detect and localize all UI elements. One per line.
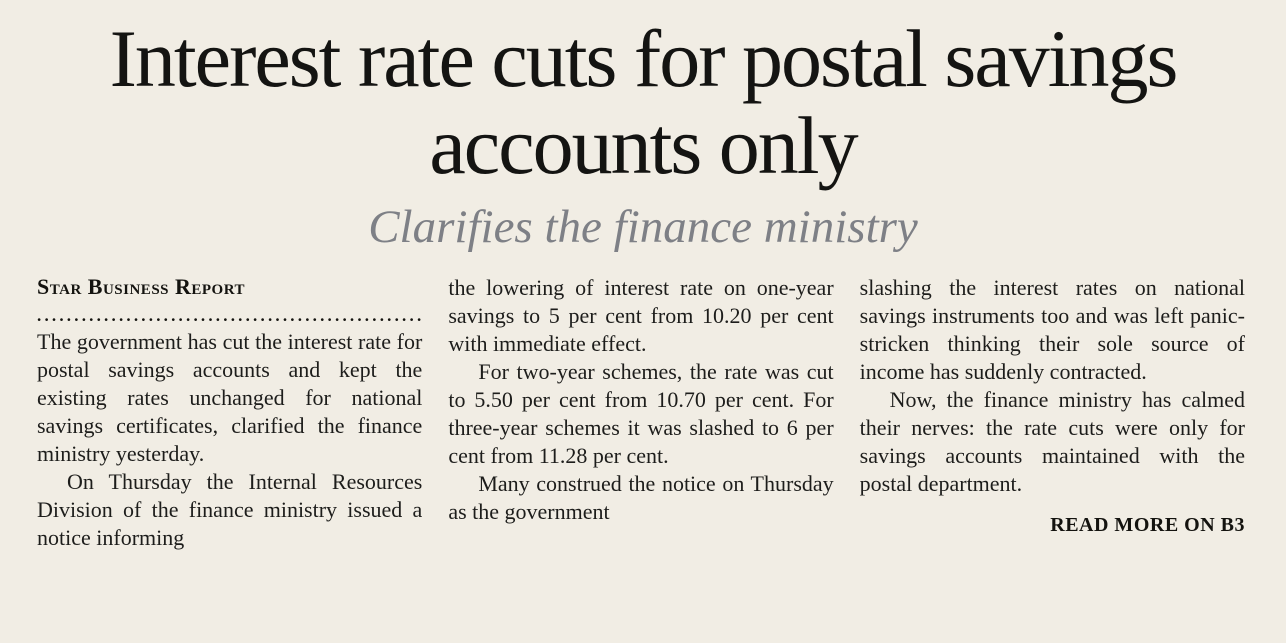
column-2-text: the lowering of interest rate on one-yea… <box>448 274 833 526</box>
paragraph: Many construed the notice on Thursday as… <box>448 470 834 524</box>
byline: Star Business Report <box>37 273 246 299</box>
paragraph: On Thursday the Internal Resources Divis… <box>37 468 423 550</box>
byline-separator-dots: ........................................… <box>37 308 422 323</box>
paragraph: Now, the finance ministry has calmed the… <box>859 386 1245 496</box>
paragraph: slashing the interest rates on national … <box>859 274 1245 384</box>
paragraph: The government has cut the interest rate… <box>37 328 423 466</box>
paragraph: the lowering of interest rate on one-yea… <box>448 274 834 356</box>
article-subheadline: Clarifies the finance ministry <box>368 200 918 253</box>
paragraph: For two-year schemes, the rate was cut t… <box>448 358 834 468</box>
read-more-reference: READ MORE ON B3 <box>1050 513 1245 536</box>
column-1-text: The government has cut the interest rate… <box>37 328 422 552</box>
column-3-text: slashing the interest rates on national … <box>860 274 1245 498</box>
article-headline: Interest rate cuts for postal savings ac… <box>109 13 1179 191</box>
column-3: slashing the interest rates on national … <box>860 274 1245 552</box>
column-1: Star Business Report ...................… <box>37 274 422 552</box>
article-columns: Star Business Report ...................… <box>0 274 1286 552</box>
column-2: the lowering of interest rate on one-yea… <box>448 274 833 552</box>
